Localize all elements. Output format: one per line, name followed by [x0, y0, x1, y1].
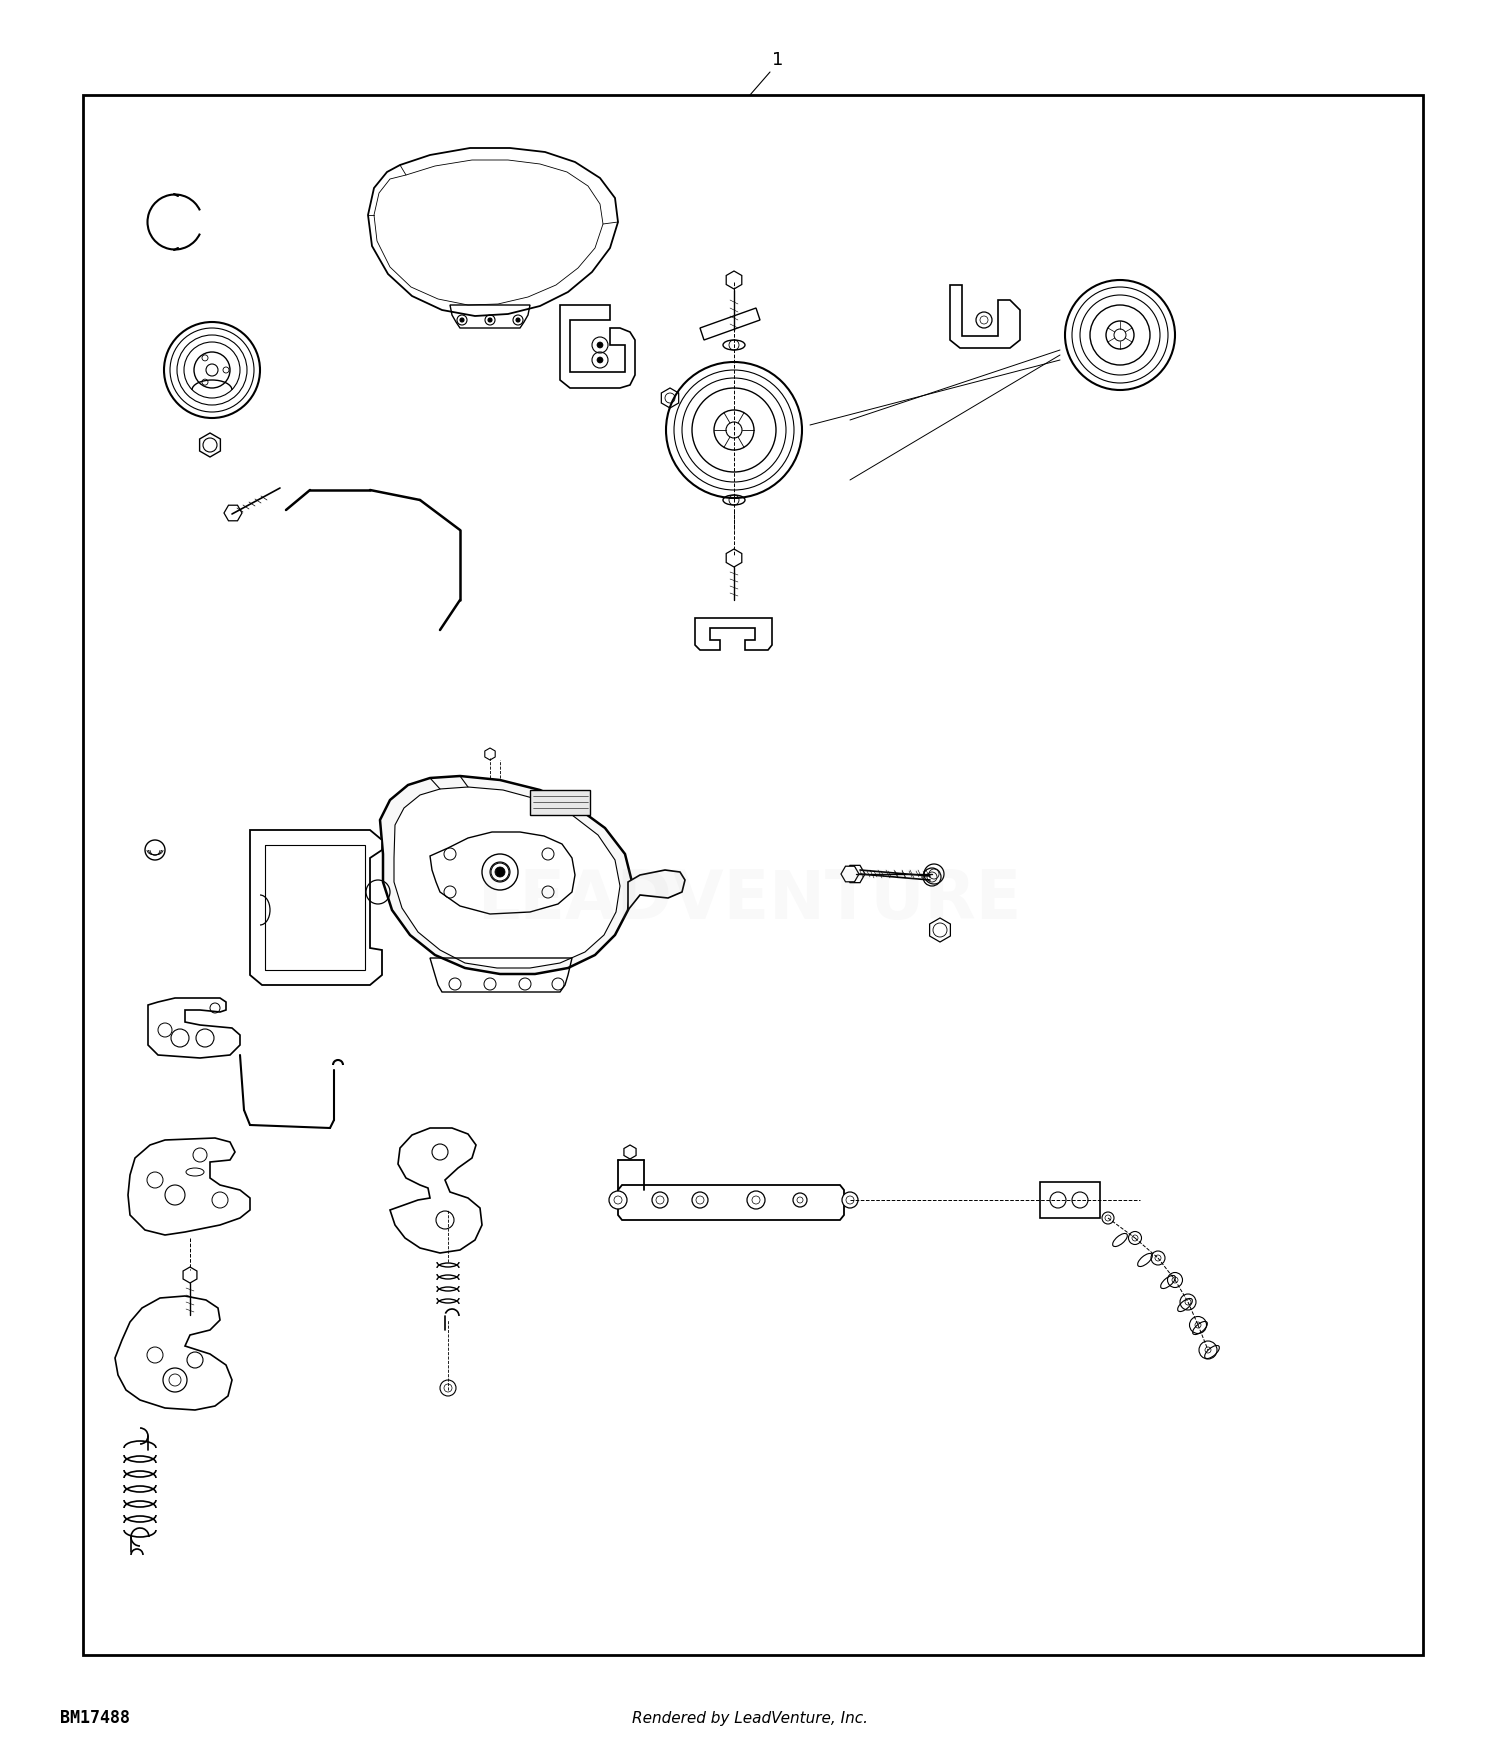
Polygon shape	[842, 866, 860, 882]
Circle shape	[692, 1192, 708, 1207]
Polygon shape	[128, 1138, 250, 1236]
Polygon shape	[251, 830, 382, 985]
Polygon shape	[726, 271, 742, 289]
Text: Rendered by LeadVenture, Inc.: Rendered by LeadVenture, Inc.	[632, 1710, 868, 1726]
Circle shape	[460, 318, 464, 322]
Circle shape	[597, 357, 603, 362]
Polygon shape	[390, 1129, 482, 1253]
Circle shape	[597, 341, 603, 348]
Polygon shape	[430, 831, 574, 914]
Circle shape	[495, 866, 506, 877]
Text: 1: 1	[772, 51, 783, 68]
Circle shape	[609, 1192, 627, 1209]
Text: LEADVENTURE: LEADVENTURE	[478, 866, 1022, 933]
Polygon shape	[148, 997, 240, 1059]
Polygon shape	[628, 870, 686, 910]
Bar	[266, 845, 364, 970]
Circle shape	[652, 1192, 668, 1207]
Bar	[82, 94, 1423, 1655]
Polygon shape	[380, 775, 632, 975]
Bar	[530, 789, 590, 816]
Polygon shape	[116, 1297, 232, 1410]
Circle shape	[842, 1192, 858, 1207]
Circle shape	[747, 1192, 765, 1209]
Polygon shape	[394, 788, 620, 968]
Circle shape	[794, 1194, 807, 1207]
Circle shape	[488, 318, 492, 322]
Text: BM17488: BM17488	[60, 1710, 130, 1727]
Circle shape	[516, 318, 520, 322]
